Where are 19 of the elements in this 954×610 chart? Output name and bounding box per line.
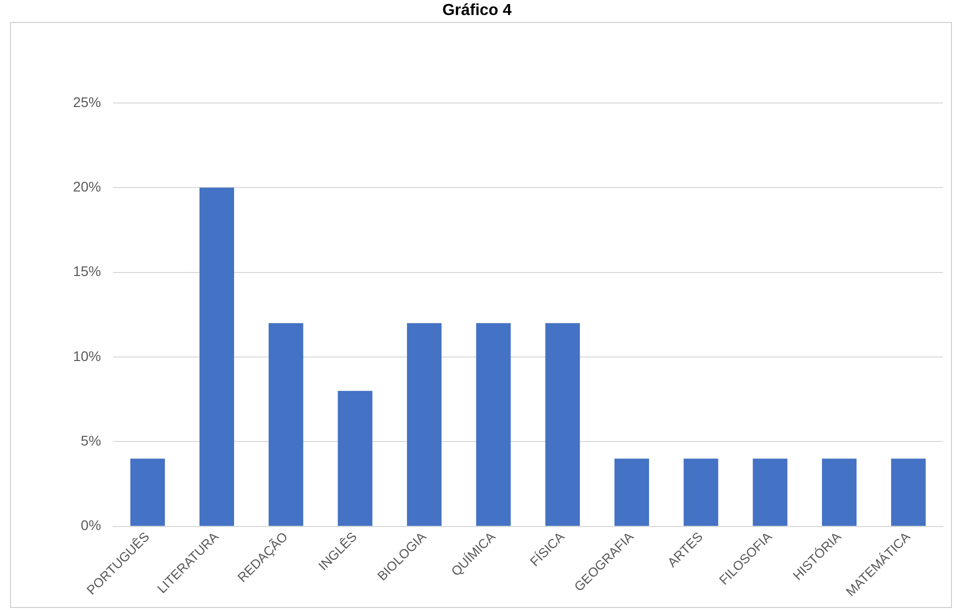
bar: [199, 188, 234, 526]
bar: [130, 458, 165, 526]
bar: [822, 458, 857, 526]
bar: [684, 458, 718, 526]
bar: [545, 323, 580, 526]
bar: [268, 323, 304, 526]
chart-title: Gráfico 4: [441, 1, 513, 21]
bar: [406, 323, 442, 526]
bar: [476, 323, 511, 526]
bar: [752, 458, 788, 526]
y-tick-label: 5%: [80, 432, 102, 449]
y-tick-label: 15%: [72, 263, 102, 280]
bar: [614, 458, 650, 526]
bar: [338, 390, 372, 526]
y-tick-label: 20%: [72, 178, 102, 195]
bar: [891, 458, 926, 526]
y-tick-label: 25%: [72, 94, 102, 110]
y-tick-label: 0%: [80, 517, 102, 534]
y-tick-label: 10%: [72, 348, 102, 364]
